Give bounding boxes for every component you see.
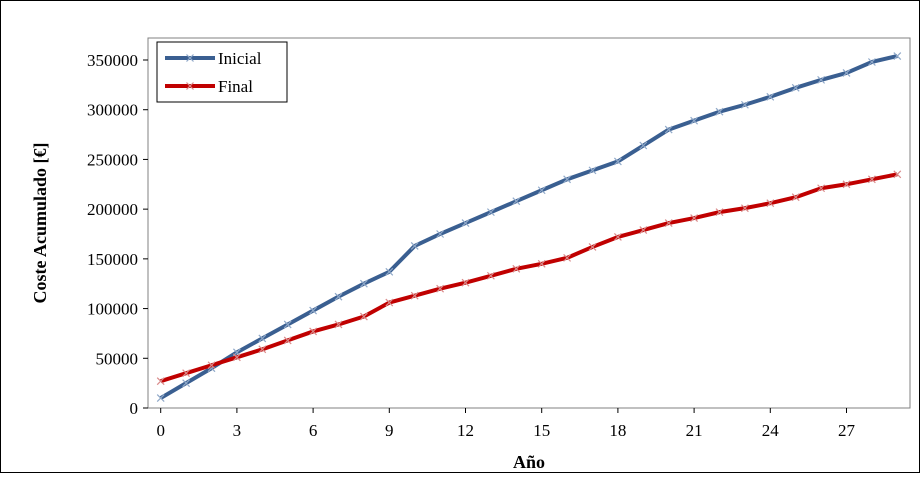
x-axis-title: Año	[513, 452, 545, 472]
legend-label: Final	[218, 77, 253, 96]
x-tick-label: 21	[686, 421, 703, 440]
data-point-marker	[766, 199, 775, 208]
data-point-marker	[664, 219, 673, 227]
legend-box	[156, 41, 288, 103]
y-tick-label: 100000	[87, 300, 138, 319]
data-point-marker	[410, 291, 419, 300]
series-final	[156, 170, 902, 386]
x-tick-label: 6	[309, 421, 318, 440]
data-point-marker	[893, 52, 902, 60]
data-point-marker	[359, 279, 368, 288]
data-point-marker	[563, 253, 572, 262]
series-line	[160, 172, 898, 384]
x-tick-label: 12	[457, 421, 474, 440]
data-point-marker	[156, 394, 165, 402]
x-tick-label: 15	[533, 421, 550, 440]
data-point-marker	[410, 242, 419, 250]
legend: Inicial Final	[156, 41, 288, 103]
data-point-marker	[740, 100, 749, 109]
y-tick-label: 250000	[87, 150, 138, 169]
x-tick-label: 18	[609, 421, 626, 440]
data-point-marker	[639, 226, 648, 234]
data-point-marker	[588, 166, 597, 175]
data-point-marker	[613, 157, 622, 166]
data-point-marker	[817, 184, 826, 193]
data-point-marker	[690, 116, 699, 125]
data-point-marker	[258, 345, 267, 354]
series-line	[159, 54, 898, 400]
data-point-marker	[766, 92, 775, 101]
data-point-marker	[537, 259, 546, 268]
x-tick-label: 0	[156, 421, 165, 440]
data-point-marker	[461, 219, 470, 227]
x-tick-label: 9	[385, 421, 394, 440]
data-point-marker	[486, 271, 495, 280]
data-point-marker	[359, 312, 368, 321]
data-point-marker	[563, 175, 572, 184]
y-tick-label: 350000	[87, 51, 138, 70]
data-point-marker	[613, 233, 622, 241]
data-point-marker	[461, 278, 470, 287]
data-point-marker	[588, 243, 597, 251]
data-point-marker	[436, 230, 445, 238]
y-axis: 0 50000 100000 150000 200000 250000 300000 3500…	[87, 51, 148, 418]
data-point-marker	[512, 197, 521, 206]
data-point-marker	[664, 125, 673, 134]
data-point-marker	[842, 180, 851, 189]
data-point-marker	[334, 292, 343, 301]
data-point-marker	[385, 267, 394, 276]
data-point-marker	[309, 327, 318, 336]
data-point-marker	[283, 320, 292, 329]
data-point-marker	[258, 334, 267, 343]
data-point-marker	[791, 193, 800, 202]
data-point-marker	[207, 361, 216, 370]
y-tick-label: 150000	[87, 250, 138, 269]
y-axis-title: Coste Acumulado [€]	[30, 143, 50, 304]
data-point-marker	[715, 107, 724, 116]
data-point-marker	[385, 298, 394, 307]
data-point-marker	[740, 204, 749, 213]
series-inicial	[156, 52, 902, 402]
y-tick-label: 50000	[96, 349, 139, 368]
x-tick-label: 3	[233, 421, 242, 440]
data-point-marker	[690, 214, 699, 223]
y-tick-label: 0	[130, 399, 139, 418]
data-point-marker	[283, 336, 292, 345]
data-point-marker	[817, 75, 826, 84]
data-point-marker	[182, 379, 191, 388]
data-point-marker	[867, 58, 876, 66]
data-point-marker	[232, 353, 241, 362]
x-tick-label: 24	[762, 421, 780, 440]
data-point-marker	[512, 264, 521, 273]
data-point-marker	[537, 186, 546, 195]
data-point-marker	[486, 208, 495, 217]
legend-label: Inicial	[218, 49, 262, 68]
legend-item-inicial: Inicial	[165, 49, 262, 68]
y-tick-label: 300000	[87, 101, 138, 120]
data-point-marker	[639, 141, 648, 150]
data-point-marker	[893, 170, 902, 179]
data-point-marker	[842, 69, 851, 77]
data-point-marker	[436, 284, 445, 293]
data-point-marker	[791, 83, 800, 92]
y-tick-label: 200000	[87, 200, 138, 219]
legend-item-final: Final	[165, 77, 253, 96]
data-point-marker	[715, 208, 724, 217]
x-axis: 0 3 6 9 12 15 18 21 24 27	[156, 408, 856, 440]
series-layer	[156, 52, 902, 402]
data-point-marker	[334, 320, 343, 329]
data-point-marker	[867, 175, 876, 184]
data-point-marker	[156, 377, 165, 386]
data-point-marker	[309, 306, 318, 315]
data-point-marker	[182, 369, 191, 378]
x-tick-label: 27	[838, 421, 856, 440]
